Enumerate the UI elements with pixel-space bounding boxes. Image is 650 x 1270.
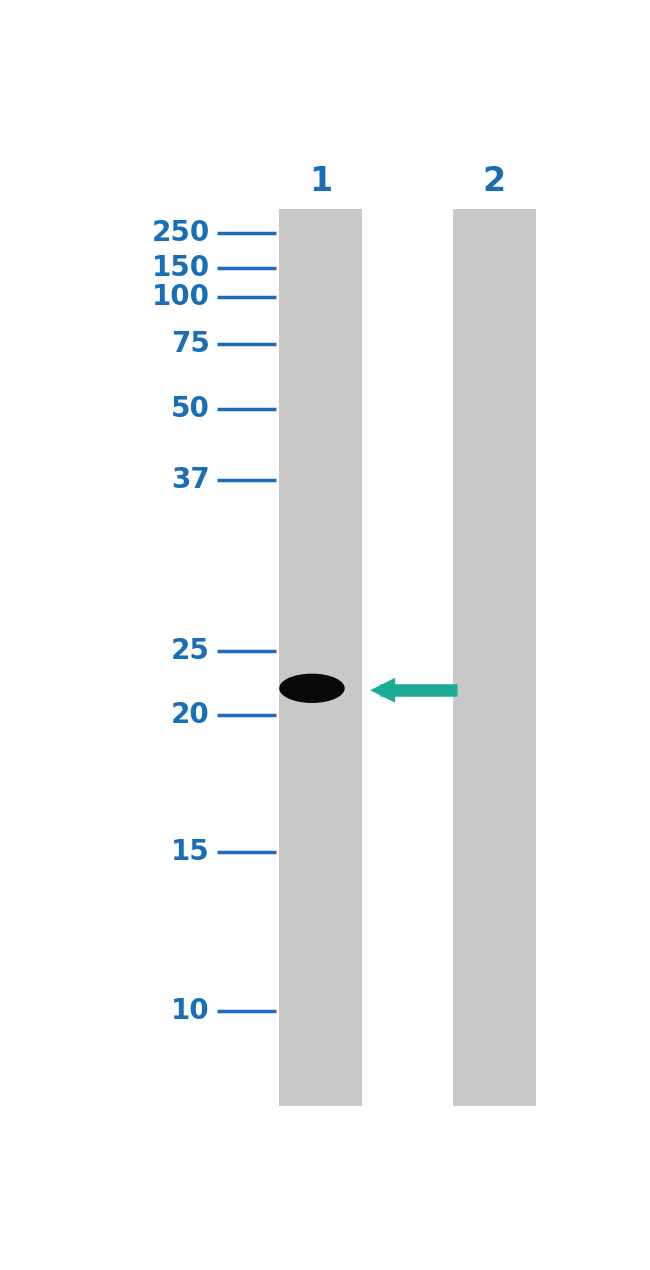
- Text: 1: 1: [309, 165, 332, 198]
- Text: 2: 2: [483, 165, 506, 198]
- Text: 250: 250: [151, 218, 210, 246]
- Text: 37: 37: [171, 466, 210, 494]
- Ellipse shape: [280, 673, 344, 704]
- Text: 15: 15: [171, 838, 210, 866]
- Text: 50: 50: [171, 395, 210, 423]
- Text: 25: 25: [171, 638, 210, 665]
- Bar: [453, 210, 536, 1106]
- Text: 100: 100: [151, 283, 210, 311]
- Text: 20: 20: [171, 701, 210, 729]
- Text: 75: 75: [171, 330, 210, 358]
- Bar: [279, 210, 362, 1106]
- Text: 150: 150: [151, 254, 210, 282]
- Text: 10: 10: [171, 997, 210, 1025]
